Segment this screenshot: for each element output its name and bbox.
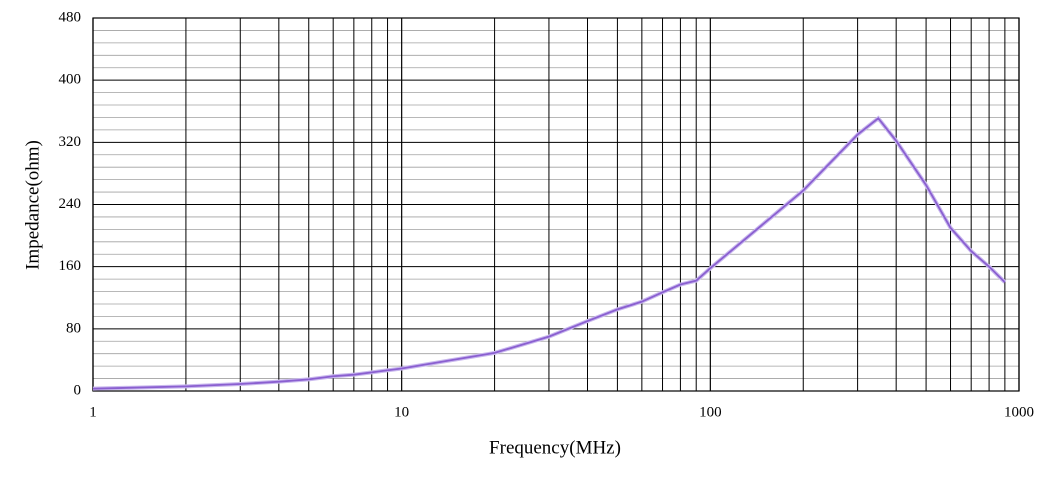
x-axis-title: Frequency(MHz) (489, 437, 621, 458)
line (92, 116, 1006, 390)
y-tick-label: 80 (66, 320, 81, 336)
y-tick-label: 400 (59, 72, 82, 88)
x-tick-label: 10 (394, 404, 409, 420)
y-tick-label: 0 (74, 382, 82, 398)
y-tick-label: 320 (59, 134, 82, 150)
y-tick-label: 240 (59, 196, 82, 212)
y-tick-label: 160 (59, 258, 82, 274)
y-tick-label: 480 (59, 9, 82, 25)
x-tick-label: 1 (89, 404, 97, 420)
plot-frame (92, 17, 1020, 392)
x-tick-label: 100 (699, 404, 722, 420)
x-tick-label: 1000 (1004, 404, 1034, 420)
y-axis-title: Impedance(ohm) (22, 140, 43, 270)
